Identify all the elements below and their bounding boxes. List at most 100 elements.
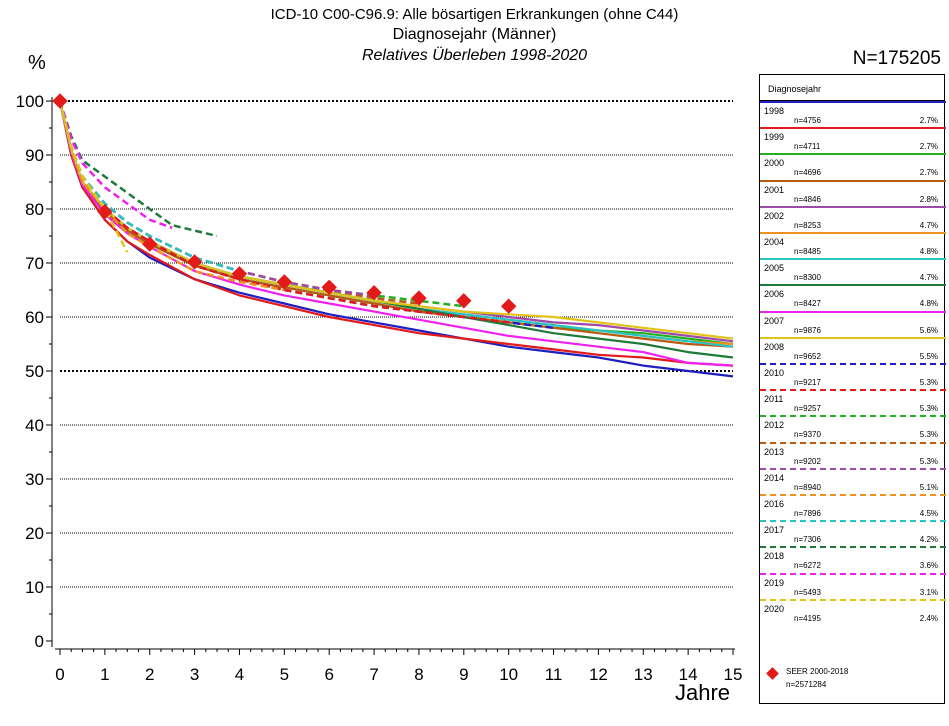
legend-count: n=9202	[794, 456, 821, 466]
y-tick-label-90: 90	[25, 146, 44, 165]
x-tick-label-9: 9	[459, 665, 468, 684]
legend-year: 2001	[764, 184, 785, 195]
legend-count: n=9257	[794, 404, 821, 414]
y-tick-label-40: 40	[25, 416, 44, 435]
legend-item-2000: 2000 n=4696 2.7%	[760, 153, 946, 181]
legend-share: 2.4%	[919, 613, 938, 623]
legend-count: n=9217	[794, 378, 821, 387]
legend-share: 2.7%	[919, 168, 938, 178]
x-tick-label-13: 13	[634, 665, 653, 684]
legend-item-2020: 2020 n=4195 2.4%	[760, 598, 946, 627]
series-line-2017	[58, 100, 240, 273]
x-tick-label-11: 11	[545, 665, 563, 684]
series-line-2018	[58, 100, 218, 238]
legend-share: 2.8%	[919, 194, 938, 204]
seer-marker	[186, 254, 203, 270]
legend-share: 3.6%	[919, 561, 938, 571]
legend-swatch-2006	[760, 284, 946, 287]
legend-count: n=9652	[794, 351, 821, 361]
legend-divider	[760, 100, 944, 101]
legend-year: 2010	[764, 368, 785, 378]
legend-year: 1999	[764, 132, 785, 143]
series-line-2006	[58, 100, 734, 359]
x-tick-label-6: 6	[324, 665, 333, 684]
legend-swatch-2018	[760, 546, 946, 549]
legend-year: 2020	[764, 603, 785, 614]
legend-swatch-2005	[760, 258, 946, 261]
legend-share: 5.3%	[919, 456, 938, 466]
seer-marker	[456, 293, 472, 309]
legend-year: 2012	[764, 420, 785, 431]
x-tick-label-12: 12	[589, 665, 608, 684]
legend-count: n=8427	[794, 299, 821, 309]
legend-share: 4.5%	[919, 509, 938, 518]
legend-year: 2017	[764, 525, 785, 536]
seer-marker	[231, 266, 248, 282]
x-tick-label-2: 2	[145, 665, 154, 684]
legend-swatch-2002	[760, 205, 946, 208]
y-tick-label-30: 30	[25, 470, 44, 489]
legend-year: 2008	[764, 341, 785, 352]
legend-count: n=8300	[794, 273, 821, 283]
seer-marker	[142, 236, 158, 252]
legend-swatch-2016	[760, 494, 946, 496]
legend-item-1999: 1999 n=4711 2.7%	[760, 127, 946, 155]
legend-share: 3.1%	[919, 587, 938, 597]
x-tick-label-4: 4	[235, 665, 244, 684]
x-tick-label-0: 0	[55, 665, 64, 684]
legend-count: n=8253	[794, 220, 821, 230]
x-tick-label-3: 3	[190, 665, 199, 684]
seer-marker	[52, 93, 68, 109]
seer-marker	[97, 203, 113, 220]
legend-share: 5.3%	[919, 378, 938, 387]
legend-item-2001: 2001 n=4846 2.8%	[760, 179, 946, 208]
legend-swatch-2008	[760, 336, 946, 339]
legend-share: 5.5%	[919, 351, 938, 361]
series-line-2008	[58, 100, 734, 340]
seer-marker	[276, 274, 293, 290]
legend-year: 2004	[764, 237, 785, 247]
legend-title: Diagnosejahr	[768, 84, 822, 94]
legend-year: 2013	[764, 446, 785, 457]
legend-swatch-1998	[760, 101, 946, 103]
legend-count: n=9876	[794, 325, 821, 335]
legend-count: n=8485	[794, 247, 821, 256]
x-tick-label-5: 5	[280, 665, 289, 684]
legend-share: 4.8%	[919, 299, 938, 309]
legend-item-2004: 2004 n=8485 4.8%	[760, 232, 946, 260]
x-tick-label-10: 10	[499, 665, 518, 684]
x-tick-label-14: 14	[679, 665, 698, 684]
legend-share: 5.1%	[919, 482, 938, 492]
seer-marker	[321, 279, 337, 296]
legend-count: n=4711	[794, 142, 821, 152]
x-tick-label-1: 1	[100, 665, 109, 684]
legend-item-2016: 2016 n=7896 4.5%	[760, 494, 946, 522]
chart-title-line2: Diagnosejahr (Männer)	[392, 26, 557, 43]
legend-count: n=9370	[794, 430, 821, 440]
legend-count: n=4195	[794, 613, 821, 623]
series-line-2014	[58, 100, 375, 297]
legend-swatch-2001	[760, 179, 946, 182]
total-n-label: N=175205	[852, 48, 941, 69]
y-tick-label-80: 80	[25, 200, 44, 219]
legend-item-2010: 2010 n=9217 5.3%	[760, 363, 946, 391]
legend-swatch-2000	[760, 153, 946, 156]
y-tick-label-10: 10	[25, 578, 44, 597]
legend-count: n=6272	[794, 561, 821, 571]
legend-share: 4.2%	[919, 535, 938, 545]
legend-swatch-2020	[760, 598, 946, 601]
y-tick-label-60: 60	[25, 308, 44, 327]
series-line-1999	[58, 100, 734, 367]
legend-item-2008: 2008 n=9652 5.5%	[760, 336, 946, 365]
chart-title-line1: ICD-10 C00-C96.9: Alle bösartigen Erkran…	[270, 6, 679, 23]
series-line-2016	[58, 100, 285, 292]
legend-share: 5.6%	[919, 325, 938, 335]
legend-item-2018: 2018 n=6272 3.6%	[760, 546, 946, 574]
legend-swatch-2011	[760, 389, 946, 392]
legend-swatch-2010	[760, 363, 946, 365]
y-tick-label-20: 20	[25, 524, 44, 543]
legend-swatch-2013	[760, 441, 946, 444]
legend: Diagnosejahr 1998 n=4756 2.7% 1999 n=4711 2.7…	[759, 74, 946, 704]
